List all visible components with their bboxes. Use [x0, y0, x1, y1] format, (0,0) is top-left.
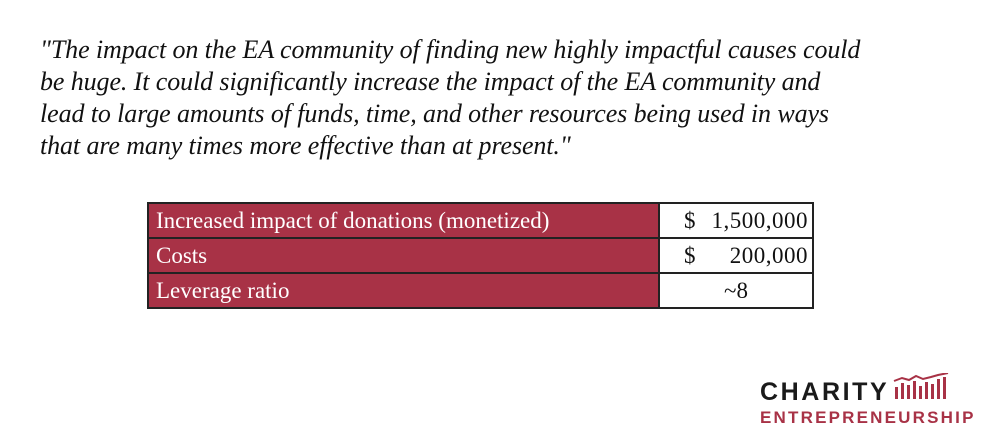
- table-row: Increased impact of donations (monetized…: [147, 202, 814, 239]
- table-row: Costs $ 200,000: [147, 237, 814, 274]
- charity-entrepreneurship-logo: CHARITY ENTREPRENEURSHIP: [760, 372, 976, 429]
- row-value: $ 200,000: [658, 237, 814, 274]
- amount: 1,500,000: [711, 207, 808, 233]
- quote-line: that are many times more effective than …: [40, 131, 571, 160]
- bar-chart-icon: [893, 372, 951, 404]
- row-value: ~8: [658, 272, 814, 309]
- row-label: Increased impact of donations (monetized…: [147, 202, 660, 239]
- quote-line: "The impact on the EA community of findi…: [40, 35, 861, 64]
- row-label: Costs: [147, 237, 660, 274]
- quote-line: lead to large amounts of funds, time, an…: [40, 99, 829, 128]
- logo-word-charity: CHARITY: [760, 378, 890, 406]
- row-value: $ 1,500,000: [658, 202, 814, 239]
- logo-word-entrepreneurship: ENTREPRENEURSHIP: [760, 408, 976, 427]
- row-label: Leverage ratio: [147, 272, 660, 309]
- currency-symbol: $: [684, 242, 696, 268]
- quote-text: "The impact on the EA community of findi…: [40, 34, 960, 162]
- currency-symbol: $: [684, 207, 696, 233]
- amount: 200,000: [729, 242, 808, 268]
- cost-effectiveness-table: Increased impact of donations (monetized…: [147, 202, 814, 309]
- table-row: Leverage ratio ~8: [147, 272, 814, 309]
- quote-line: be huge. It could significantly increase…: [40, 67, 821, 96]
